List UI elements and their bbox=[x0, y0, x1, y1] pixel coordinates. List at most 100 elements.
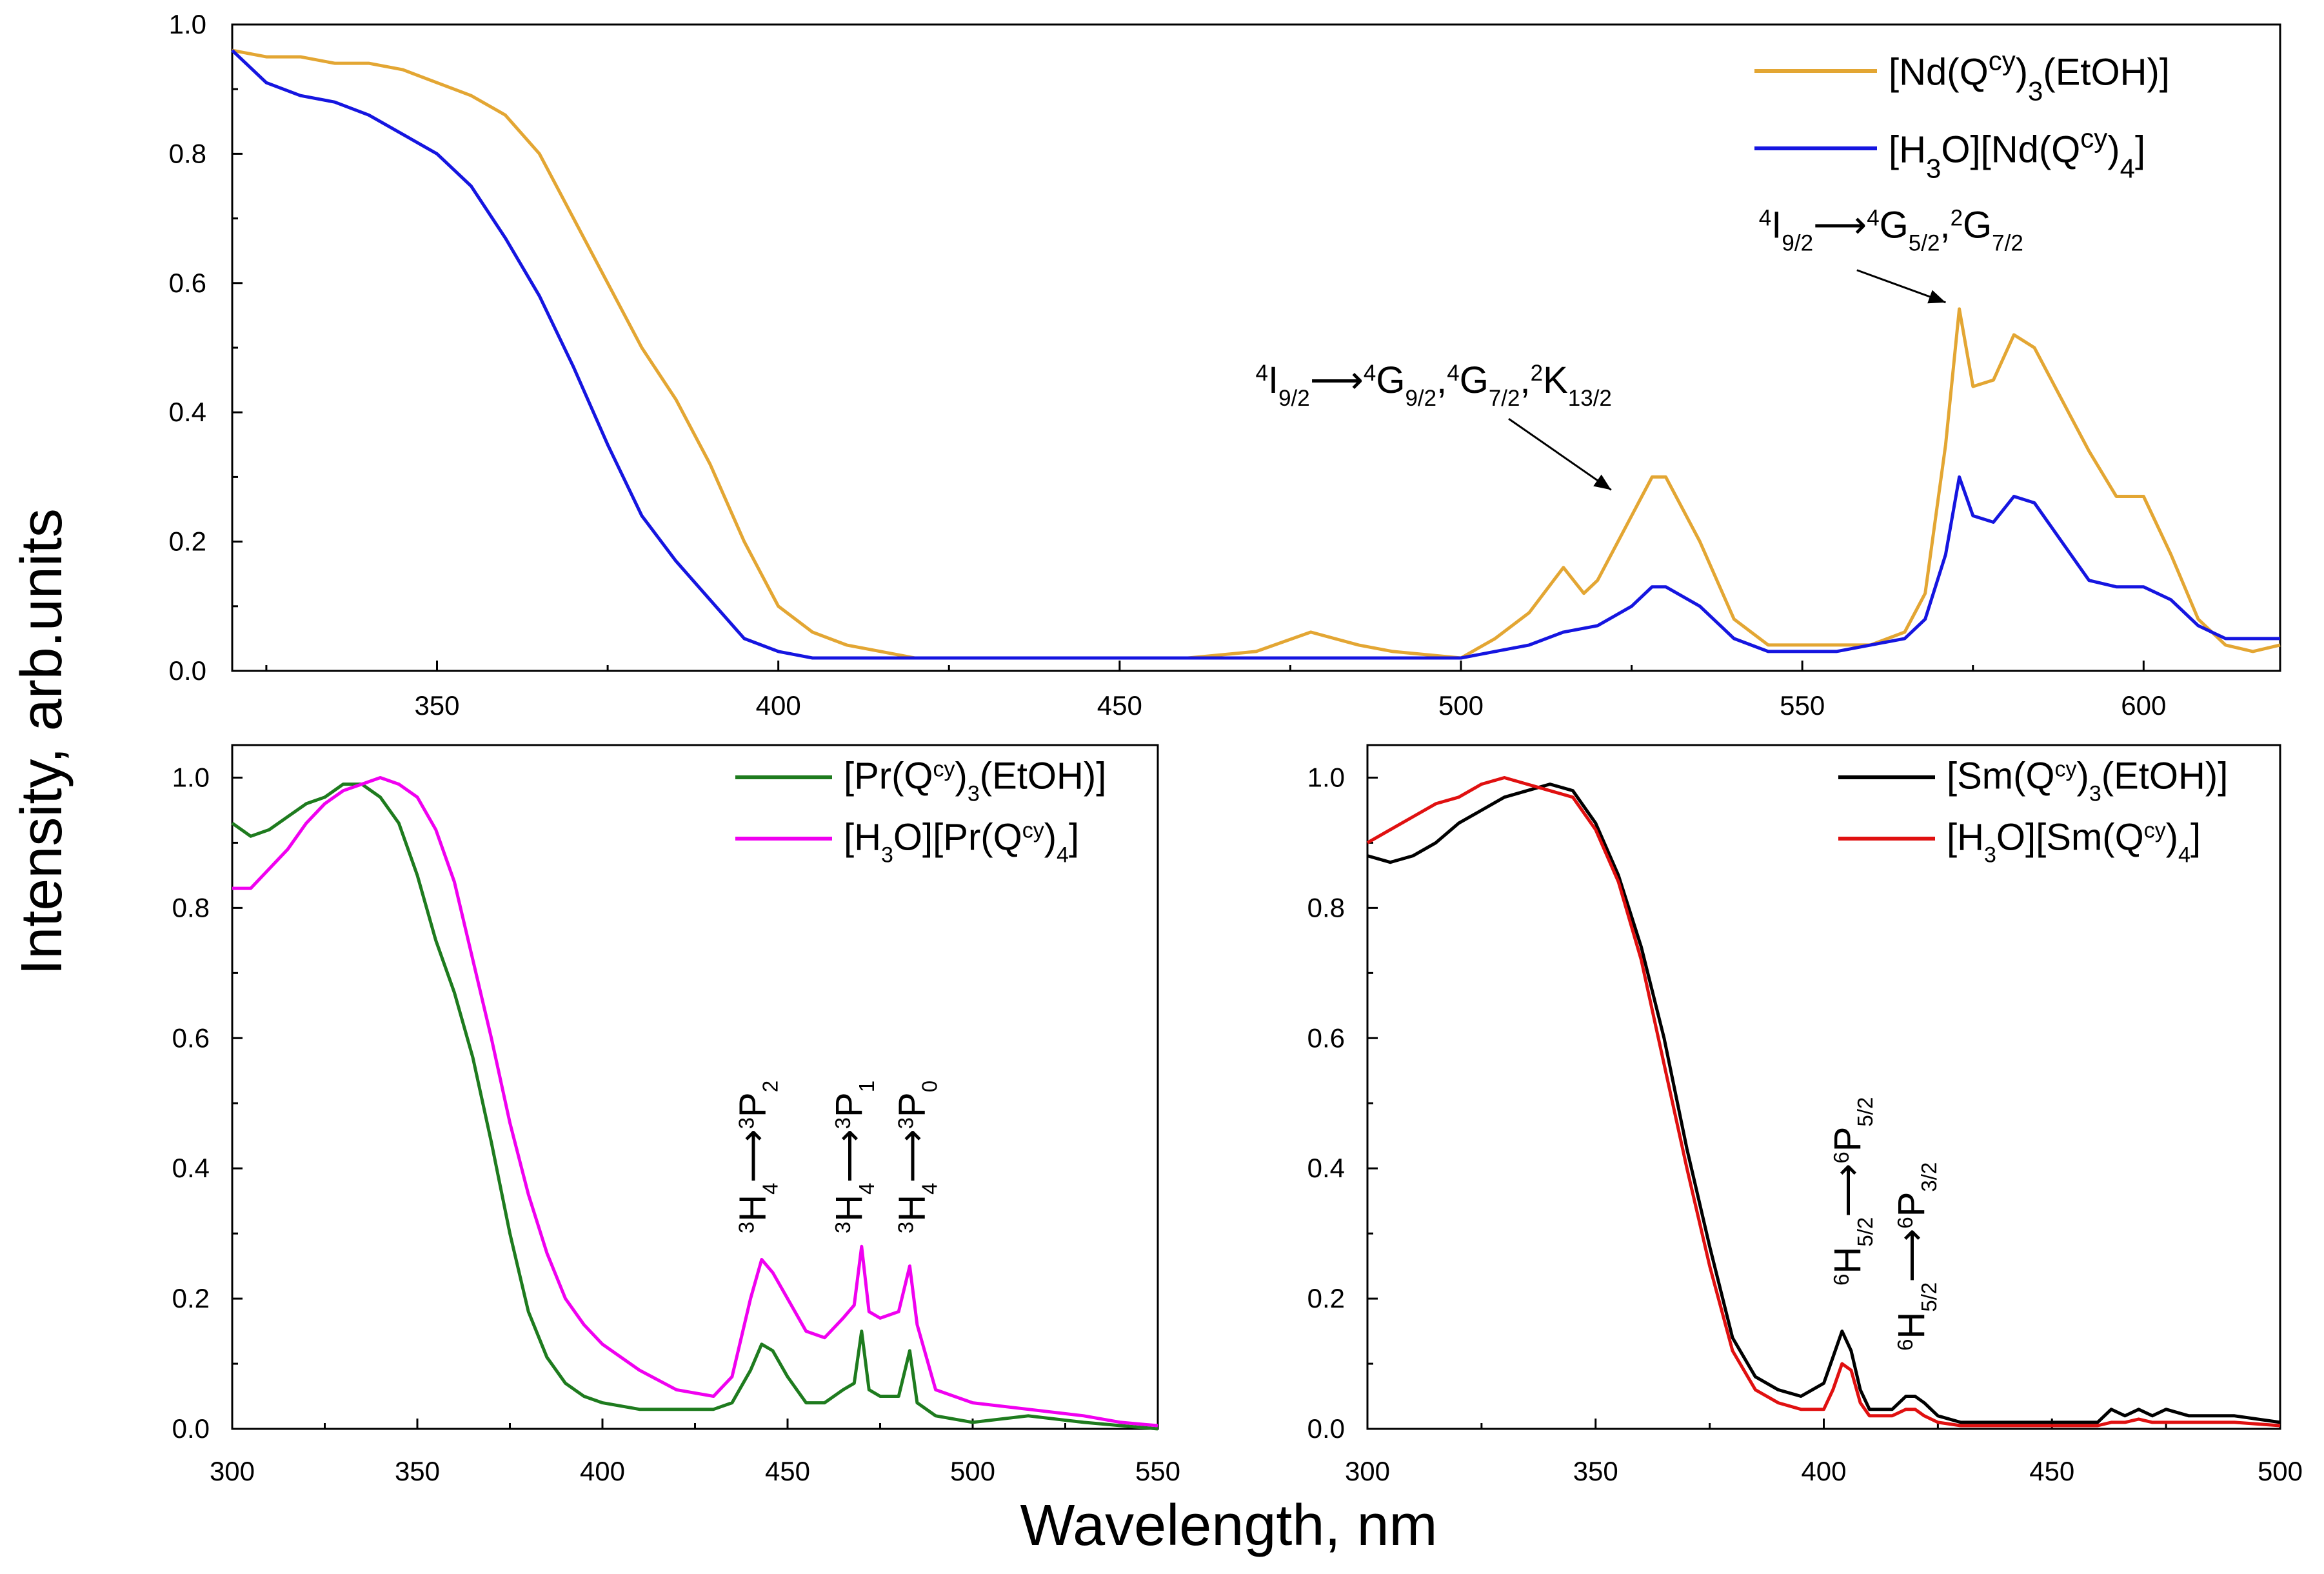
label-part: 3/2 bbox=[1917, 1162, 1941, 1192]
label-part: cy bbox=[2080, 123, 2107, 153]
annotation-label: 4I9/2⟶4G5/2,2G7/2 bbox=[1759, 204, 2023, 256]
y-tick-label: 1.0 bbox=[172, 762, 210, 792]
x-tick-label: 450 bbox=[2029, 1456, 2074, 1486]
legend-label: [Sm(Qcy)3(EtOH)] bbox=[1947, 755, 2228, 806]
label-part: 3 bbox=[830, 1117, 854, 1129]
label-part: ⟶ bbox=[1891, 1229, 1932, 1282]
label-part: H bbox=[1891, 1312, 1932, 1339]
annotation-label: 4I9/2⟶4G9/2,4G7/2,2K13/2 bbox=[1255, 359, 1611, 411]
annotation-nd-ann-1: 4I9/2⟶4G9/2,4G7/2,2K13/2 bbox=[1255, 359, 1612, 491]
label-part: 7/2 bbox=[1489, 386, 1520, 411]
x-tick-label: 550 bbox=[1780, 690, 1825, 721]
legend-label: [H3O][Sm(Qcy)4] bbox=[1947, 817, 2201, 868]
label-part: cy bbox=[933, 757, 955, 782]
label-part: , bbox=[1520, 359, 1531, 401]
label-part: ⟶ bbox=[1813, 204, 1867, 246]
label-part: I bbox=[1771, 204, 1782, 246]
annotation-label: 3H4⟶3P0 bbox=[891, 1081, 941, 1233]
label-part: G bbox=[1880, 204, 1909, 246]
label-part: 4 bbox=[1255, 361, 1267, 386]
label-part: P bbox=[891, 1092, 933, 1117]
annotation-label: 3H4⟶3P1 bbox=[828, 1081, 879, 1233]
label-part: ⟶ bbox=[891, 1129, 933, 1182]
label-part: P bbox=[732, 1092, 774, 1117]
legend: [Nd(Qcy)3(EtOH)][H3O][Nd(Qcy)4] bbox=[1754, 45, 2170, 183]
label-part: 4 bbox=[2120, 153, 2135, 183]
annotation-label: 3H4⟶3P2 bbox=[732, 1081, 782, 1233]
label-part: 4 bbox=[1057, 843, 1069, 868]
label-part: 1 bbox=[854, 1081, 878, 1092]
legend-label: [Pr(Qcy)3(EtOH)] bbox=[844, 755, 1106, 806]
label-part: 4 bbox=[758, 1182, 782, 1194]
annotation-arrow-head bbox=[1927, 290, 1946, 304]
y-tick-label: 1.0 bbox=[169, 9, 206, 39]
label-part: 3 bbox=[893, 1222, 917, 1233]
label-part: 4 bbox=[854, 1182, 878, 1194]
annotation-pr-ann-2: 3H4⟶3P1 bbox=[828, 1081, 879, 1233]
label-part: [H bbox=[844, 817, 881, 859]
label-part: 3 bbox=[968, 782, 980, 806]
annotation-label: 6H5/2⟶6P3/2 bbox=[1891, 1162, 1941, 1351]
x-tick-label: 350 bbox=[1573, 1456, 1618, 1486]
legend: [Sm(Qcy)3(EtOH)] [H3O][Sm(Qcy)4] bbox=[1838, 755, 2228, 868]
x-tick-label: 400 bbox=[756, 690, 801, 721]
label-part: 0 bbox=[917, 1081, 941, 1092]
y-tick-label: 0.6 bbox=[172, 1022, 210, 1053]
label-part: ⟶ bbox=[828, 1129, 870, 1182]
label-part: H bbox=[732, 1195, 774, 1222]
y-tick-label: 0.2 bbox=[169, 526, 206, 557]
label-part: ⟶ bbox=[1827, 1164, 1869, 1217]
annotation-label: 6H5/2⟶6P5/2 bbox=[1827, 1097, 1877, 1286]
label-part: 4 bbox=[1364, 361, 1376, 386]
label-part: 3 bbox=[734, 1117, 758, 1129]
label-part: 4 bbox=[917, 1182, 941, 1194]
label-part: (EtOH)] bbox=[2101, 755, 2229, 797]
y-tick-label: 0.0 bbox=[1307, 1413, 1345, 1444]
label-part: ⟶ bbox=[1310, 359, 1364, 401]
series-line-sm-0 bbox=[1367, 782, 2281, 1424]
label-part: ] bbox=[1069, 817, 1079, 859]
label-part: (EtOH)] bbox=[2043, 52, 2170, 94]
label-part: 9/2 bbox=[1405, 386, 1436, 411]
label-part: [Nd(Q bbox=[1889, 52, 1989, 94]
label-part: P bbox=[1827, 1127, 1869, 1152]
label-part: G bbox=[1376, 359, 1405, 401]
label-part: cy bbox=[2055, 757, 2077, 782]
x-tick-label: 600 bbox=[2121, 690, 2166, 721]
y-axis-title: Intensity, arb.units bbox=[10, 508, 74, 975]
legend-label: [Nd(Qcy)3(EtOH)] bbox=[1889, 45, 2170, 106]
label-part: 2 bbox=[1951, 205, 1963, 230]
y-tick-label: 0.4 bbox=[172, 1153, 210, 1183]
annotation-pr-ann-1: 3H4⟶3P2 bbox=[732, 1081, 782, 1233]
label-part: 2 bbox=[758, 1081, 782, 1092]
series-line-nd-0 bbox=[232, 48, 2281, 660]
label-part: O][Sm(Q bbox=[1996, 817, 2144, 859]
x-tick-label: 350 bbox=[395, 1456, 440, 1486]
x-tick-label: 450 bbox=[765, 1456, 810, 1486]
label-part: [H bbox=[1889, 129, 1926, 171]
y-tick-label: 0.6 bbox=[1307, 1022, 1345, 1053]
y-tick-label: 0.2 bbox=[1307, 1283, 1345, 1313]
label-part: ] bbox=[2190, 817, 2201, 859]
label-part: cy bbox=[1989, 45, 2016, 75]
label-part: 3 bbox=[734, 1222, 758, 1233]
annotation-pr-ann-3: 3H4⟶3P0 bbox=[891, 1081, 941, 1233]
label-part: 13/2 bbox=[1568, 386, 1612, 411]
label-part: 5/2 bbox=[1909, 230, 1940, 255]
label-part: 5/2 bbox=[1917, 1282, 1941, 1312]
y-tick-label: 0.2 bbox=[172, 1283, 210, 1313]
label-part: cy bbox=[2144, 819, 2166, 843]
x-axis-title: Wavelength, nm bbox=[1020, 1493, 1438, 1558]
label-part: I bbox=[1268, 359, 1278, 401]
label-part: ) bbox=[2166, 817, 2178, 859]
y-tick-label: 0.6 bbox=[169, 268, 206, 298]
label-part: , bbox=[1436, 359, 1447, 401]
x-tick-label: 400 bbox=[1801, 1456, 1846, 1486]
x-tick-label: 500 bbox=[1438, 690, 1484, 721]
label-part: , bbox=[1940, 204, 1950, 246]
label-part: ) bbox=[2077, 755, 2089, 797]
label-part: ⟶ bbox=[732, 1129, 774, 1182]
x-tick-label: 450 bbox=[1097, 690, 1142, 721]
label-part: [H bbox=[1947, 817, 1984, 859]
label-part: (EtOH)] bbox=[980, 755, 1107, 797]
